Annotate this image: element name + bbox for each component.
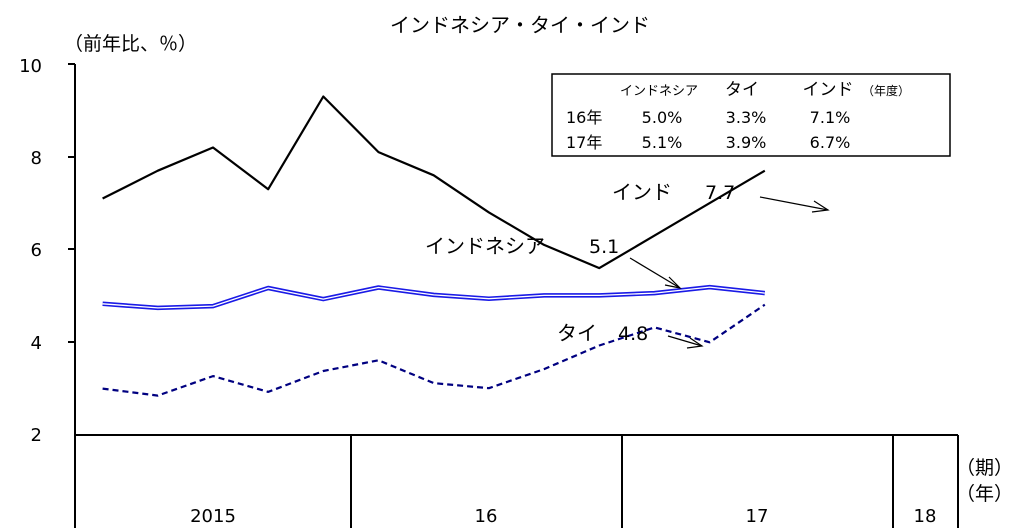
y-tick-label: 10 bbox=[19, 56, 42, 77]
annual-table: インドネシア タイ インド （年度） 16年 5.0% 3.3% 7.1% 17… bbox=[551, 73, 951, 157]
table-cell: 7.1% bbox=[810, 108, 851, 127]
annotation-thai-arrowhead bbox=[686, 337, 704, 349]
year-labels: 2015 16 17 18 bbox=[190, 506, 936, 527]
annotation-thai: タイ 4.8 bbox=[557, 321, 704, 349]
y-tick-labels: 10 8 6 4 2 bbox=[19, 56, 42, 446]
year-label: 18 bbox=[914, 506, 937, 527]
year-label: 16 bbox=[475, 506, 498, 527]
series-line-thai bbox=[102, 303, 766, 397]
annotation-indonesia-arrowhead bbox=[664, 276, 682, 289]
series-layer bbox=[102, 95, 766, 397]
table-unit: （年度） bbox=[862, 83, 910, 98]
table-header-thai: タイ bbox=[725, 80, 759, 100]
annotation-indonesia: インドネシア 5.1 bbox=[425, 234, 682, 289]
axes bbox=[68, 63, 959, 528]
series-line-indonesia bbox=[102, 284, 766, 311]
y-axis-label: （前年比、％） bbox=[64, 33, 197, 55]
table-cell: 5.0% bbox=[642, 108, 683, 127]
chart-title: インドネシア・タイ・インド bbox=[390, 13, 650, 37]
y-tick-label: 6 bbox=[31, 240, 42, 261]
x-unit-period: （期） bbox=[956, 457, 1013, 479]
table-cell: 3.3% bbox=[726, 108, 767, 127]
annotation-india-label: インド bbox=[612, 180, 672, 204]
year-label: 2015 bbox=[190, 506, 236, 527]
table-row-label: 16年 bbox=[566, 108, 602, 127]
table-row-label: 17年 bbox=[566, 133, 602, 152]
annotation-indonesia-arrow bbox=[629, 257, 681, 289]
annotation-thai-label: タイ bbox=[557, 321, 597, 345]
annual-table-border bbox=[551, 73, 951, 157]
annotation-india-value: 7.7 bbox=[705, 182, 735, 204]
y-tick-label: 8 bbox=[31, 148, 42, 169]
annotation-india: インド 7.7 bbox=[612, 180, 830, 213]
y-tick-label: 2 bbox=[31, 425, 42, 446]
table-cell: 6.7% bbox=[810, 133, 851, 152]
y-tick-label: 4 bbox=[31, 333, 42, 354]
annotation-indonesia-label: インドネシア bbox=[425, 234, 545, 258]
table-header-india: インド bbox=[803, 80, 854, 100]
series-line-indonesia-inner bbox=[102, 286, 765, 309]
table-header-indonesia: インドネシア bbox=[620, 84, 698, 99]
annotation-india-arrow bbox=[759, 196, 829, 211]
annotation-india-arrowhead bbox=[811, 200, 830, 213]
table-cell: 5.1% bbox=[642, 133, 683, 152]
table-cell: 3.9% bbox=[726, 133, 767, 152]
annotation-thai-value: 4.8 bbox=[618, 323, 648, 345]
annotation-thai-arrow bbox=[667, 335, 703, 347]
x-unit-year: （年） bbox=[956, 483, 1013, 505]
annotation-indonesia-value: 5.1 bbox=[589, 236, 619, 258]
year-label: 17 bbox=[746, 506, 769, 527]
series-line-india bbox=[102, 95, 766, 270]
